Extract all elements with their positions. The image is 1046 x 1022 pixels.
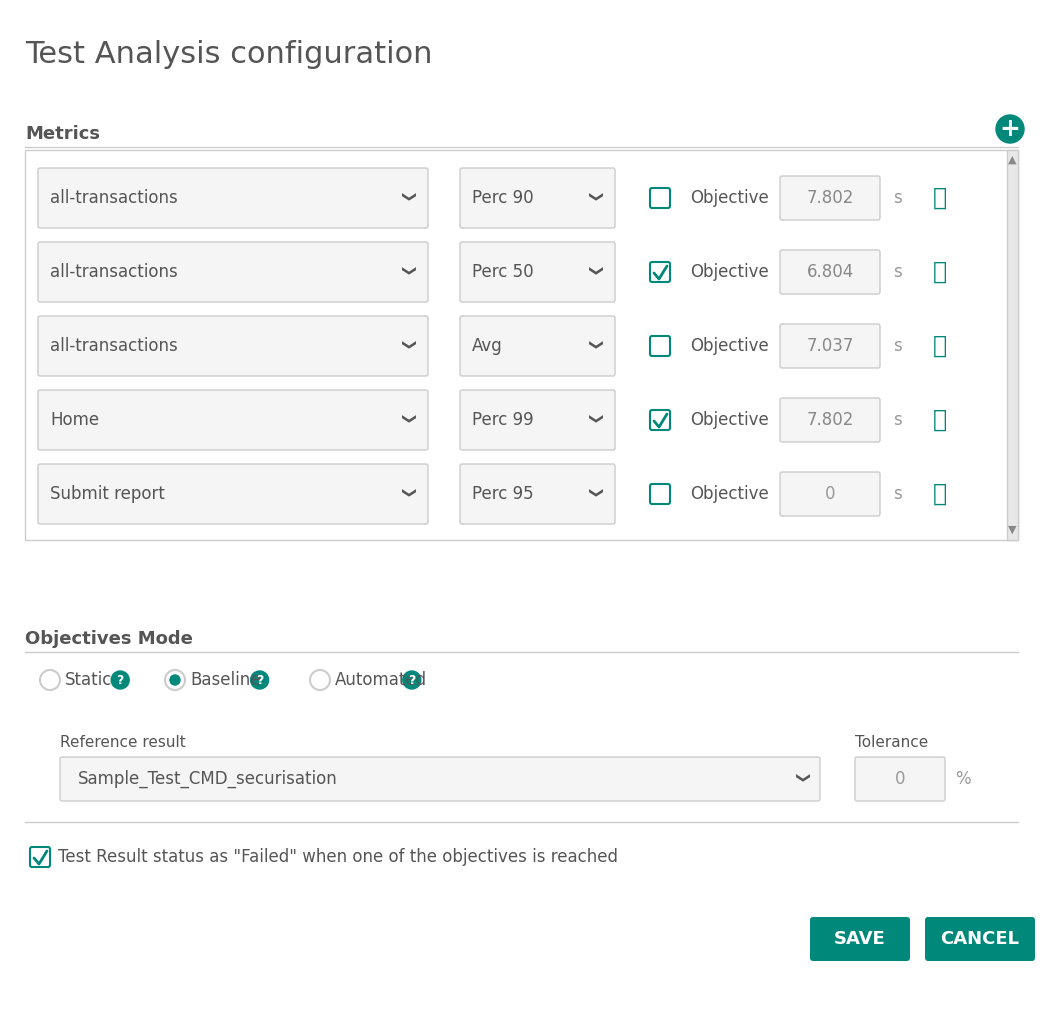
FancyBboxPatch shape (650, 336, 670, 356)
FancyBboxPatch shape (460, 390, 615, 450)
Text: Submit report: Submit report (50, 485, 165, 503)
Text: all-transactions: all-transactions (50, 263, 178, 281)
Text: Objective: Objective (690, 263, 769, 281)
FancyBboxPatch shape (780, 472, 880, 516)
Text: Objective: Objective (690, 485, 769, 503)
Circle shape (996, 115, 1024, 143)
Circle shape (40, 670, 60, 690)
Text: Perc 99: Perc 99 (472, 411, 533, 429)
Text: ▲: ▲ (1008, 155, 1017, 165)
FancyBboxPatch shape (460, 168, 615, 228)
FancyBboxPatch shape (38, 390, 428, 450)
Text: 7.802: 7.802 (806, 189, 854, 207)
FancyBboxPatch shape (780, 324, 880, 368)
Text: ?: ? (116, 673, 123, 687)
Text: Objective: Objective (690, 411, 769, 429)
Text: 6.804: 6.804 (806, 263, 854, 281)
Text: 🗑: 🗑 (933, 482, 947, 506)
Text: Static: Static (65, 671, 112, 689)
FancyBboxPatch shape (650, 484, 670, 504)
Text: Automated: Automated (335, 671, 427, 689)
Bar (1007, 150, 1018, 540)
Text: ▼: ▼ (1008, 525, 1017, 535)
Text: ?: ? (256, 673, 264, 687)
Text: Tolerance: Tolerance (855, 735, 928, 750)
Circle shape (403, 671, 420, 689)
Text: s: s (893, 411, 902, 429)
Text: Test Analysis configuration: Test Analysis configuration (25, 40, 432, 69)
Text: SAVE: SAVE (834, 930, 886, 948)
Text: Test Result status as "Failed" when one of the objectives is reached: Test Result status as "Failed" when one … (58, 848, 618, 866)
Text: s: s (893, 485, 902, 503)
Text: ❯: ❯ (399, 414, 413, 426)
Text: 7.037: 7.037 (806, 337, 854, 355)
FancyBboxPatch shape (38, 316, 428, 376)
Text: ❯: ❯ (399, 340, 413, 352)
Text: Baseline: Baseline (190, 671, 260, 689)
Circle shape (165, 670, 185, 690)
Text: Metrics: Metrics (25, 125, 100, 143)
FancyBboxPatch shape (780, 176, 880, 220)
Text: s: s (893, 263, 902, 281)
Bar (25, 150, 1018, 540)
FancyBboxPatch shape (650, 188, 670, 208)
FancyBboxPatch shape (810, 917, 910, 961)
FancyBboxPatch shape (30, 847, 50, 867)
FancyBboxPatch shape (780, 250, 880, 294)
Text: Perc 90: Perc 90 (472, 189, 533, 207)
Text: 🗑: 🗑 (933, 260, 947, 284)
Text: Avg: Avg (472, 337, 503, 355)
Text: +: + (1000, 117, 1021, 141)
Text: Perc 95: Perc 95 (472, 485, 533, 503)
Circle shape (310, 670, 329, 690)
Text: ❯: ❯ (399, 192, 413, 203)
Circle shape (251, 671, 269, 689)
FancyBboxPatch shape (460, 242, 615, 301)
FancyBboxPatch shape (925, 917, 1034, 961)
Text: s: s (893, 337, 902, 355)
FancyBboxPatch shape (38, 464, 428, 524)
FancyBboxPatch shape (650, 262, 670, 282)
Text: CANCEL: CANCEL (940, 930, 1020, 948)
Text: all-transactions: all-transactions (50, 337, 178, 355)
Text: ❯: ❯ (793, 774, 808, 785)
Circle shape (170, 675, 180, 685)
Text: all-transactions: all-transactions (50, 189, 178, 207)
FancyBboxPatch shape (38, 168, 428, 228)
Circle shape (111, 671, 130, 689)
Text: ❯: ❯ (586, 489, 600, 500)
FancyBboxPatch shape (650, 410, 670, 430)
FancyBboxPatch shape (38, 242, 428, 301)
FancyBboxPatch shape (780, 398, 880, 442)
Text: ❯: ❯ (399, 266, 413, 278)
Text: 0: 0 (894, 770, 905, 788)
Text: Sample_Test_CMD_securisation: Sample_Test_CMD_securisation (78, 770, 338, 788)
Text: %: % (955, 770, 971, 788)
Text: Objectives Mode: Objectives Mode (25, 630, 192, 648)
Text: Objective: Objective (690, 189, 769, 207)
Text: ?: ? (408, 673, 415, 687)
FancyBboxPatch shape (460, 464, 615, 524)
FancyBboxPatch shape (60, 757, 820, 801)
Text: s: s (893, 189, 902, 207)
Text: ❯: ❯ (586, 266, 600, 278)
Text: Reference result: Reference result (60, 735, 186, 750)
FancyBboxPatch shape (855, 757, 945, 801)
Text: ❯: ❯ (586, 192, 600, 203)
Text: ❯: ❯ (586, 340, 600, 352)
Text: Perc 50: Perc 50 (472, 263, 533, 281)
Text: 🗑: 🗑 (933, 408, 947, 432)
Text: 🗑: 🗑 (933, 334, 947, 358)
Text: ❯: ❯ (399, 489, 413, 500)
Text: 7.802: 7.802 (806, 411, 854, 429)
Text: Objective: Objective (690, 337, 769, 355)
Text: 🗑: 🗑 (933, 186, 947, 210)
FancyBboxPatch shape (460, 316, 615, 376)
Text: 0: 0 (824, 485, 836, 503)
Text: ❯: ❯ (586, 414, 600, 426)
Text: Home: Home (50, 411, 99, 429)
